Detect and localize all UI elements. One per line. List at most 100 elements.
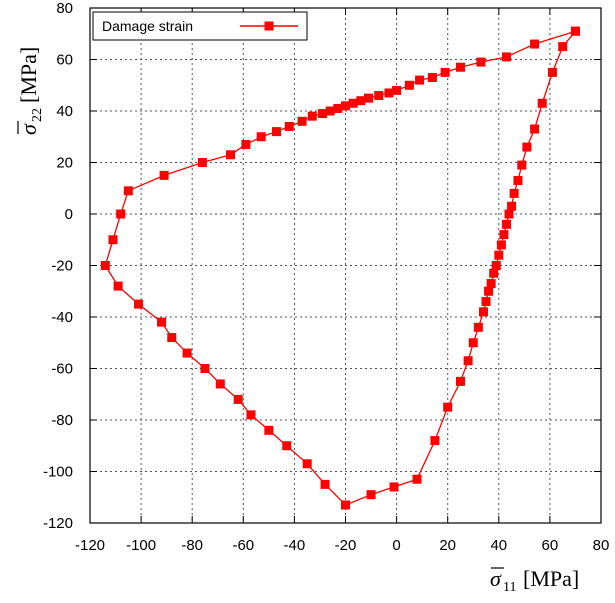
- data-point: [226, 150, 236, 160]
- x-tick-label: -80: [181, 537, 203, 554]
- data-point: [443, 402, 453, 412]
- data-point: [341, 500, 350, 510]
- data-point: [182, 348, 192, 358]
- data-point: [481, 297, 491, 307]
- y-tick-label: -60: [51, 361, 73, 378]
- x-axis-subscript: 11: [503, 580, 516, 595]
- data-point: [530, 39, 540, 49]
- data-point: [272, 127, 282, 137]
- data-point: [468, 338, 478, 348]
- data-point: [113, 281, 123, 291]
- data-point: [415, 75, 425, 85]
- data-point: [134, 299, 144, 309]
- data-point: [264, 425, 274, 435]
- data-point: [404, 80, 414, 90]
- data-point: [282, 441, 292, 451]
- legend-marker: [264, 21, 274, 31]
- data-point: [522, 142, 532, 152]
- data-point: [241, 139, 251, 149]
- data-point: [486, 279, 496, 289]
- data-point: [197, 158, 207, 167]
- data-point: [501, 52, 511, 62]
- data-point: [537, 98, 547, 108]
- series-line: [104, 30, 576, 506]
- data-point: [384, 88, 394, 98]
- data-point: [513, 176, 523, 186]
- x-tick-label: -60: [232, 537, 254, 554]
- data-point: [455, 376, 465, 386]
- data-point: [341, 101, 350, 111]
- data-point: [318, 109, 328, 119]
- y-axis-unit: [MPa]: [16, 47, 41, 103]
- data-point: [430, 436, 440, 446]
- x-tick-label: -40: [284, 537, 306, 554]
- y-tick-label: -20: [51, 258, 73, 275]
- data-point: [348, 98, 358, 108]
- data-point: [215, 379, 225, 389]
- x-tick-label: -20: [335, 537, 357, 554]
- data-point: [157, 317, 167, 327]
- data-point: [307, 111, 317, 121]
- data-point: [233, 394, 243, 404]
- data-point: [509, 188, 519, 198]
- data-point: [159, 170, 169, 180]
- data-point: [116, 209, 126, 219]
- y-axis-title: σ 22 [MPa]: [16, 47, 45, 135]
- data-point: [284, 121, 294, 131]
- data-point: [489, 268, 499, 278]
- x-tick-label: 40: [490, 537, 507, 554]
- data-point: [392, 85, 402, 95]
- data-point: [491, 261, 501, 270]
- y-axis-symbol: σ: [16, 123, 41, 135]
- data-point: [412, 474, 422, 484]
- data-point: [333, 103, 343, 113]
- y-tick-label: -80: [51, 412, 73, 429]
- data-point: [507, 201, 517, 211]
- data-point: [427, 73, 437, 83]
- data-point: [389, 482, 399, 492]
- grid-lines: [90, 8, 601, 523]
- legend-label: Damage strain: [102, 18, 193, 34]
- data-point: [494, 250, 504, 260]
- data-point: [484, 286, 494, 296]
- y-tick-label: -40: [51, 309, 73, 326]
- x-tick-label: -120: [75, 537, 105, 554]
- data-point: [320, 479, 330, 489]
- y-tick-label: 20: [56, 155, 73, 172]
- x-tick-label: 80: [593, 537, 610, 554]
- y-tick-label: -120: [43, 515, 73, 532]
- x-axis-symbol: σ: [490, 566, 502, 591]
- data-point: [517, 160, 527, 170]
- data-point: [246, 410, 256, 420]
- data-point: [356, 96, 366, 106]
- x-axis-title: σ 11 [MPa]: [490, 566, 579, 595]
- data-point: [504, 209, 514, 219]
- y-tick-label: 60: [56, 52, 73, 69]
- data-point: [200, 364, 210, 373]
- data-point: [297, 116, 307, 126]
- data-point: [374, 91, 384, 101]
- y-tick-label: 40: [56, 103, 73, 120]
- data-point: [478, 307, 488, 317]
- x-tick-label: -100: [126, 537, 156, 554]
- x-tick-label: 60: [542, 537, 559, 554]
- data-point: [100, 261, 110, 270]
- data-point: [547, 67, 557, 77]
- y-tick-label: 0: [65, 206, 73, 223]
- data-point: [440, 67, 450, 77]
- data-point: [366, 490, 376, 500]
- data-point: [501, 219, 511, 229]
- data-point: [496, 240, 506, 250]
- x-tick-label: 0: [392, 537, 400, 554]
- data-point: [108, 235, 118, 245]
- y-tick-label: 80: [56, 0, 73, 17]
- legend: Damage strain: [92, 11, 308, 41]
- data-point: [530, 124, 540, 134]
- data-point: [167, 333, 177, 343]
- data-point: [570, 26, 580, 36]
- data-point: [256, 132, 266, 142]
- x-tick-label: 20: [439, 537, 456, 554]
- data-point: [558, 42, 568, 52]
- data-point: [302, 459, 312, 469]
